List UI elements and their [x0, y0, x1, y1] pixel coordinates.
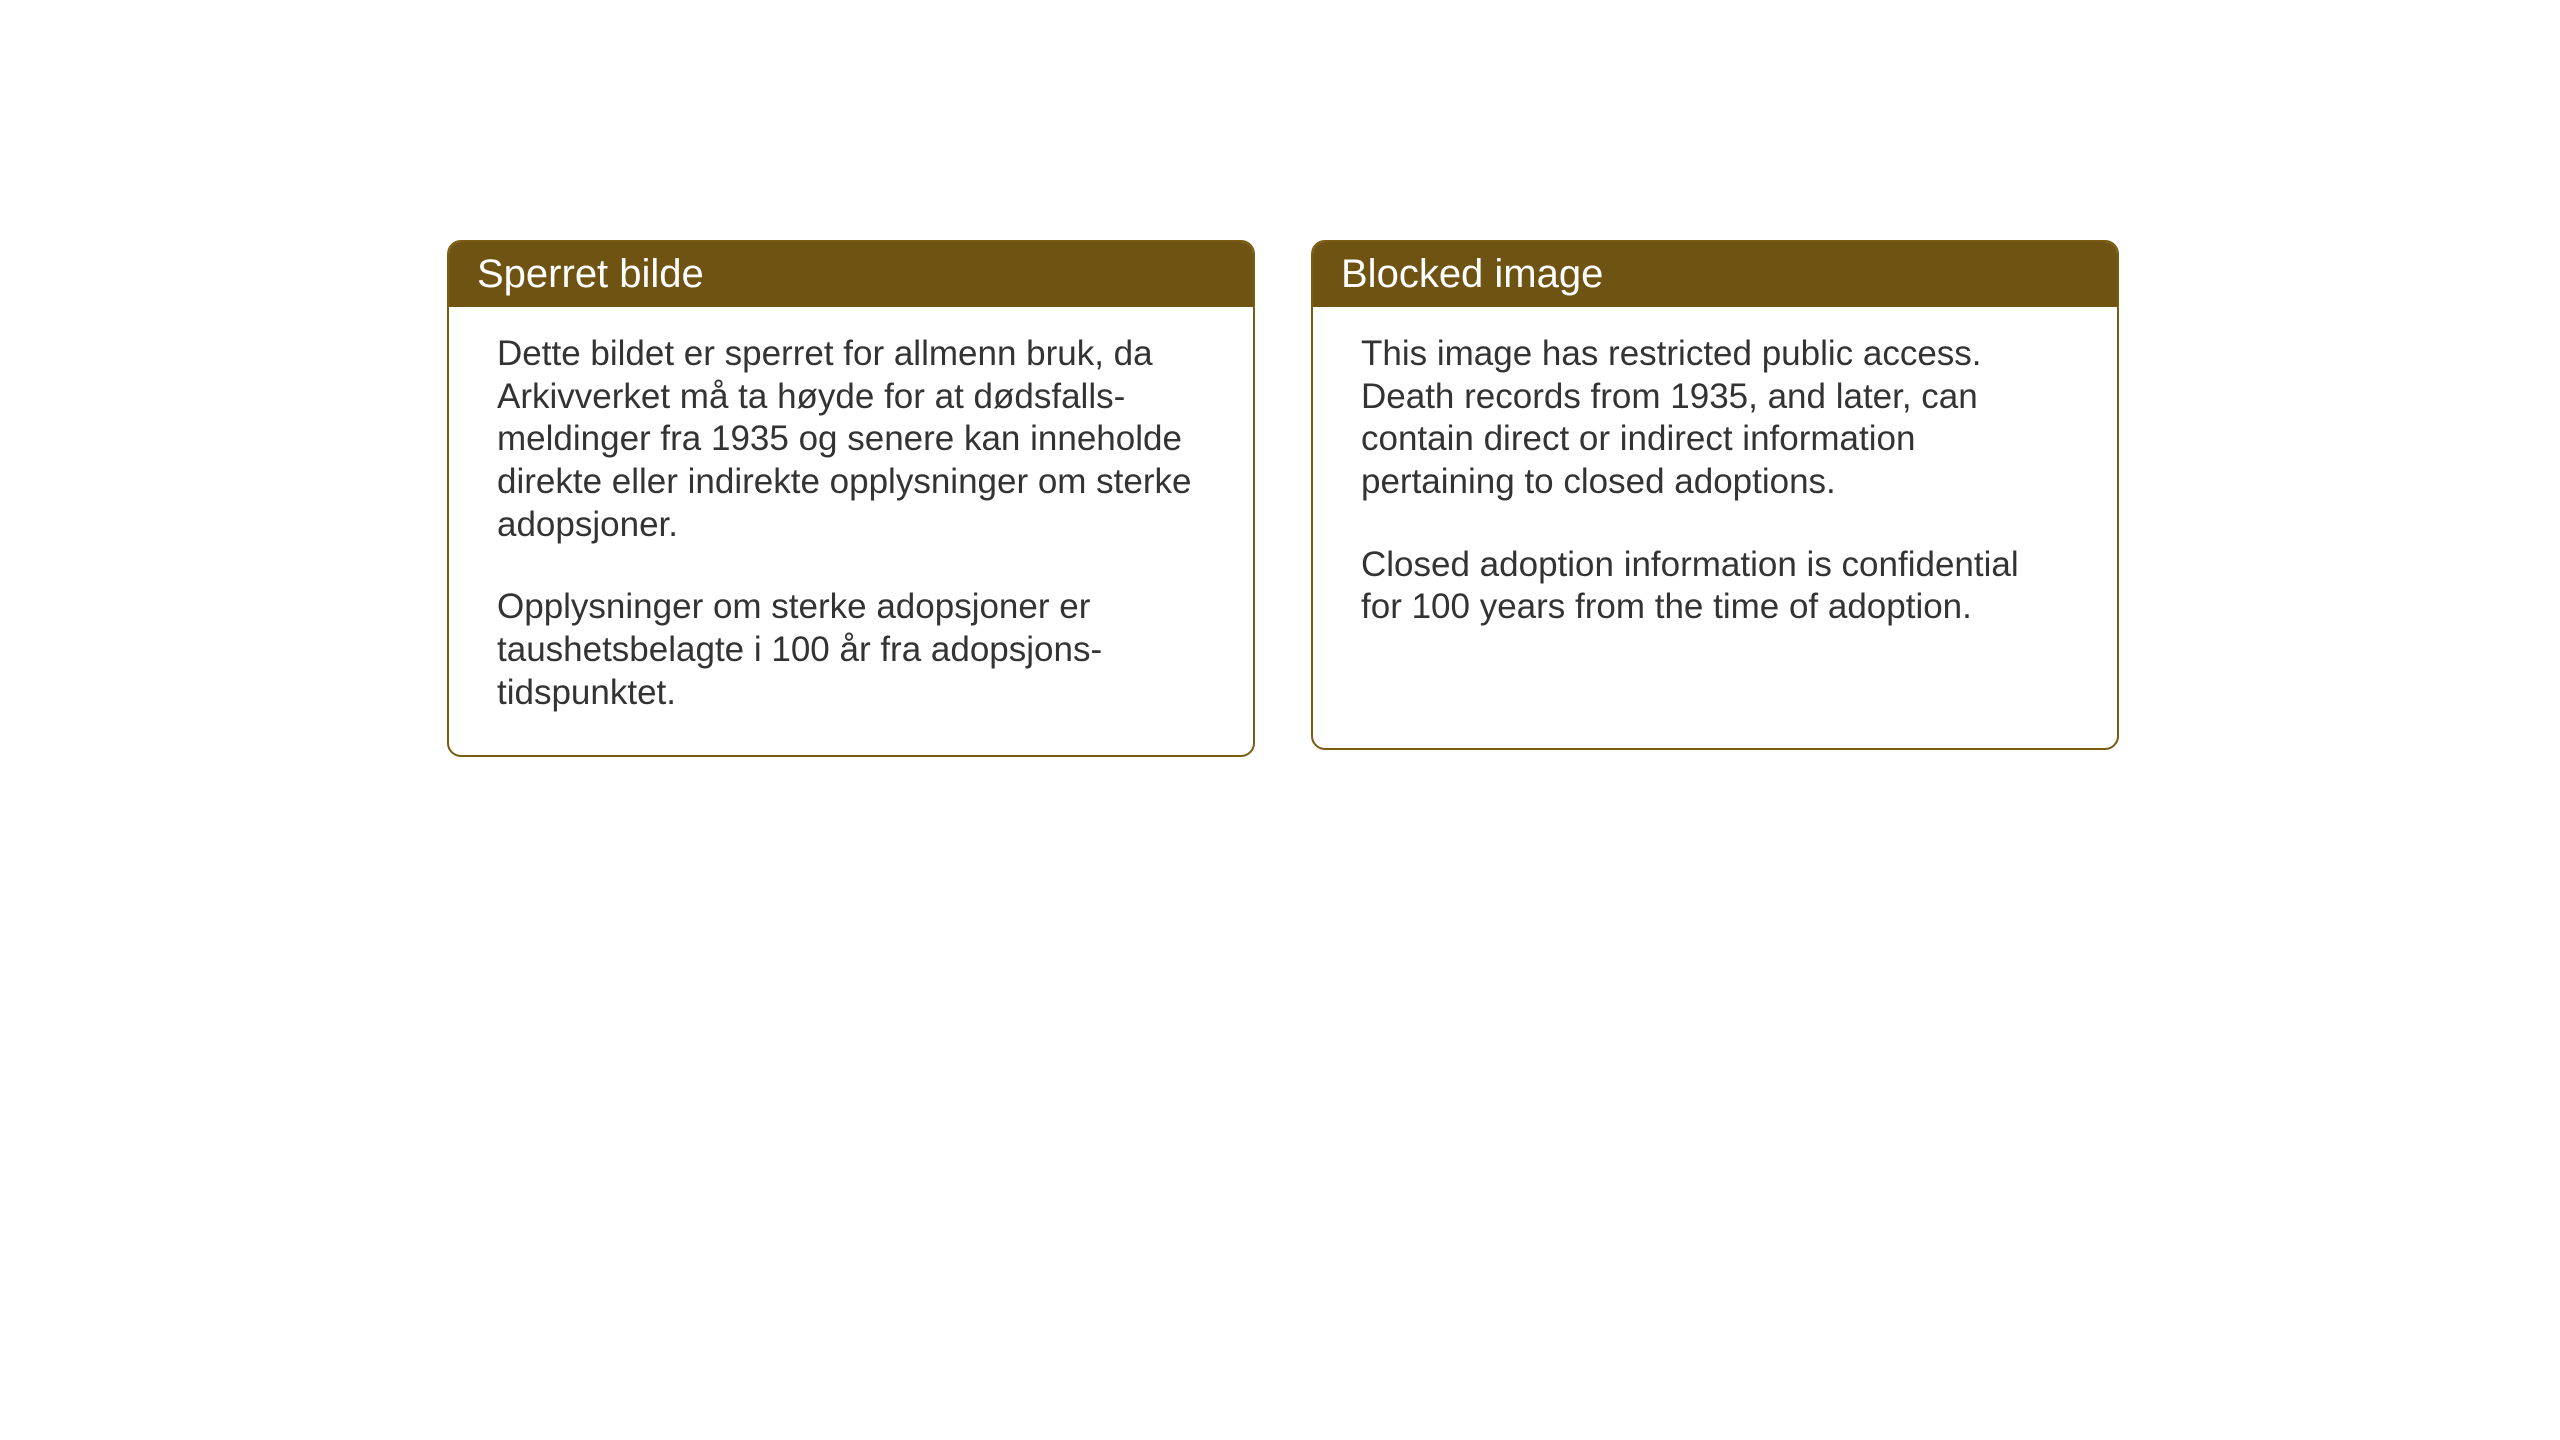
card-header-norwegian: Sperret bilde — [449, 242, 1253, 307]
paragraph-norwegian-2: Opplysninger om sterke adopsjoner er tau… — [497, 586, 1205, 714]
notice-card-english: Blocked image This image has restricted … — [1311, 240, 2119, 750]
notice-container: Sperret bilde Dette bildet er sperret fo… — [447, 240, 2119, 757]
card-title-norwegian: Sperret bilde — [477, 252, 704, 296]
card-body-english: This image has restricted public access.… — [1313, 307, 2117, 669]
card-body-norwegian: Dette bildet er sperret for allmenn bruk… — [449, 307, 1253, 755]
paragraph-english-2: Closed adoption information is confident… — [1361, 544, 2069, 629]
card-header-english: Blocked image — [1313, 242, 2117, 307]
card-title-english: Blocked image — [1341, 252, 1603, 296]
paragraph-norwegian-1: Dette bildet er sperret for allmenn bruk… — [497, 333, 1205, 546]
notice-card-norwegian: Sperret bilde Dette bildet er sperret fo… — [447, 240, 1255, 757]
paragraph-english-1: This image has restricted public access.… — [1361, 333, 2069, 504]
